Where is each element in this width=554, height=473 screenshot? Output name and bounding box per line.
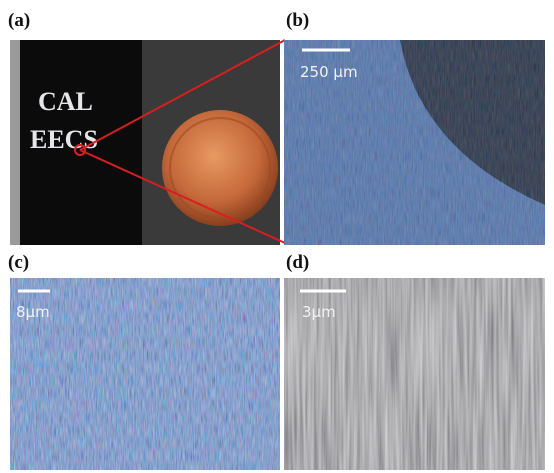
object-text: CAL (38, 87, 93, 116)
object-text: EECS (30, 125, 98, 154)
photo-c: 8µm (10, 278, 280, 470)
scale-bar-label: 250 µm (300, 63, 358, 81)
panel-label: (b) (286, 10, 309, 31)
photo-a: CAL EECS (10, 40, 285, 245)
figure: (a) (b) (c) (d) CAL EECS 250 µm 8µm 3µm (0, 0, 554, 473)
panel-label: (a) (8, 10, 30, 31)
scale-bar-label: 3µm (302, 303, 336, 321)
photo-d: 3µm (284, 278, 545, 470)
panel-label: (d) (286, 252, 309, 273)
scale-bar-label: 8µm (16, 303, 50, 321)
panel-label: (c) (8, 252, 29, 273)
photo-b: 250 µm (284, 40, 545, 245)
